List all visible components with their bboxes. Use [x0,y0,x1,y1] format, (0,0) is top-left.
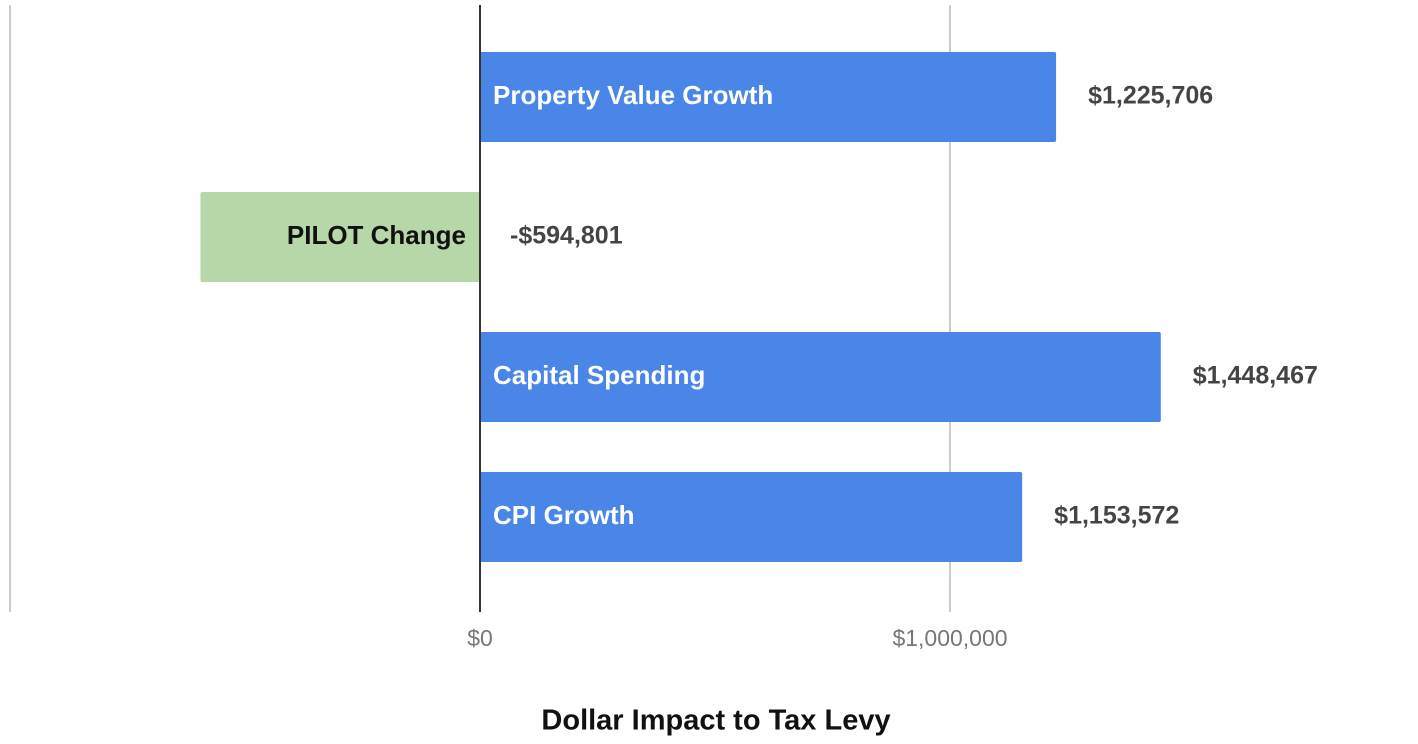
category-label: Capital Spending [493,360,705,390]
category-label: Property Value Growth [493,80,773,110]
x-tick-label: $0 [467,625,493,651]
bar [480,52,1057,142]
bar [480,472,1023,562]
bar [200,192,480,282]
value-label: $1,153,572 [1054,502,1179,530]
value-label: $1,225,706 [1088,82,1213,110]
x-axis-title: Dollar Impact to Tax Levy [541,705,890,737]
category-label: PILOT Change [287,220,466,250]
bar [480,332,1161,422]
category-label: CPI Growth [493,500,635,530]
value-label: $1,448,467 [1193,362,1318,390]
x-tick-label: $1,000,000 [892,625,1007,651]
value-label: -$594,801 [510,222,623,250]
